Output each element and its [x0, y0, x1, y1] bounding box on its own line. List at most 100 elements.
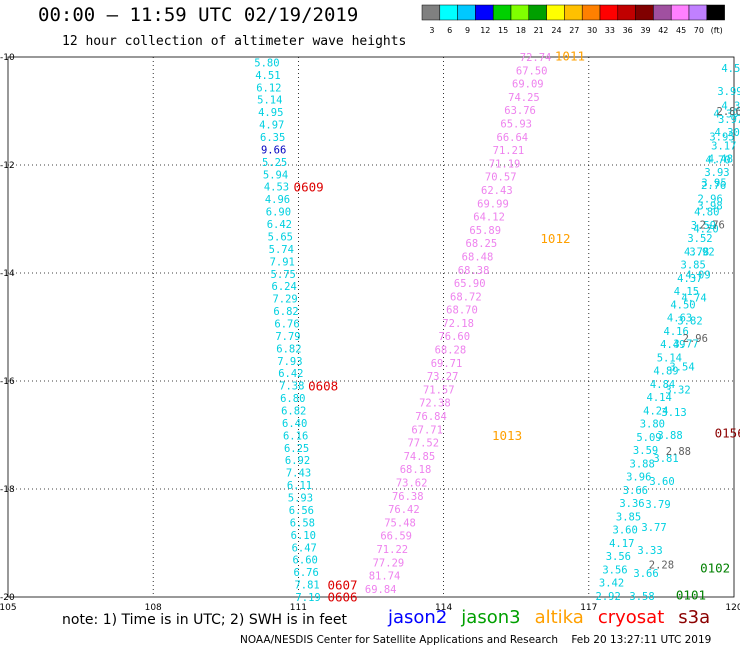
- wave-height-value: 3.99: [717, 86, 740, 98]
- wave-height-value: 3.54: [669, 361, 694, 373]
- color-scale-label: 21: [534, 26, 544, 35]
- wave-height-value: 4.33: [721, 101, 740, 113]
- wave-height-value: 65.93: [500, 118, 532, 130]
- wave-height-value: 6.76: [274, 318, 299, 330]
- wave-height-value: 68.70: [446, 305, 478, 317]
- wave-height-value: 4.16: [664, 326, 689, 338]
- wave-height-value: 68.25: [466, 238, 498, 250]
- wave-height-value: 3.88: [657, 430, 682, 442]
- longitude-tick-label: 114: [435, 603, 452, 610]
- latitude-tick-label: -14: [0, 269, 15, 279]
- wave-height-value: 72.74: [520, 52, 552, 64]
- wave-height-value: 4.95: [258, 107, 283, 119]
- wave-height-value: 3.80: [640, 419, 665, 431]
- wave-height-value: 65.89: [469, 225, 501, 237]
- wave-height-value: 3.59: [691, 220, 716, 232]
- wave-height-value: 2.76: [701, 180, 726, 192]
- wave-height-value: 6.56: [289, 505, 314, 517]
- wave-height-value: 6.80: [280, 393, 305, 405]
- pass-label: 1011: [555, 48, 585, 63]
- wave-height-value: 4.30: [715, 127, 740, 139]
- color-scale-label: 15: [498, 26, 508, 35]
- wave-height-value: 7.38: [279, 381, 304, 393]
- wave-height-value: 63.76: [504, 105, 536, 117]
- color-scale-label: (ft): [711, 26, 723, 35]
- wave-height-value: 67.50: [516, 65, 548, 77]
- wave-height-value: 5.25: [262, 157, 287, 169]
- wave-height-value: 3.95: [701, 178, 726, 190]
- wave-height-value: 5.14: [257, 95, 282, 107]
- wave-height-value: 4.39: [713, 109, 738, 121]
- satellite-legend: jason2 jason3 altika cryosat s3a: [388, 607, 724, 628]
- wave-height-value: 75.48: [384, 517, 416, 529]
- wave-height-value: 6.90: [266, 207, 291, 219]
- wave-height-value: 2.92: [596, 591, 621, 603]
- wave-height-value: 3.52: [687, 233, 712, 245]
- color-scale-label: 45: [676, 26, 686, 35]
- wave-height-value: 3.66: [623, 485, 648, 497]
- wave-height-value: 6.24: [272, 281, 297, 293]
- wave-height-value: 5.75: [271, 269, 296, 281]
- map-frame: [7, 56, 735, 598]
- wave-height-value: 70.57: [485, 172, 517, 184]
- wave-height-value: 4.63: [667, 313, 692, 325]
- wave-height-value: 3.85: [681, 260, 706, 272]
- wave-height-value: 73.27: [427, 371, 459, 383]
- wave-height-value: 7.29: [272, 294, 297, 306]
- wave-height-value: 69.71: [431, 358, 463, 370]
- wave-height-value: 3.36: [619, 498, 644, 510]
- wave-height-value: 6.12: [256, 82, 281, 94]
- pass-label: 1013: [492, 428, 522, 443]
- wave-height-value: 5.14: [657, 352, 682, 364]
- map-subtitle: 12 hour collection of altimeter wave hei…: [62, 34, 407, 49]
- wave-height-value: 4.53: [264, 182, 289, 194]
- wave-height-value: 4.20: [693, 224, 718, 236]
- wave-height-value: 6.76: [294, 567, 319, 579]
- wave-height-value: 3.60: [649, 476, 674, 488]
- wave-height-value: 3.88: [630, 458, 655, 470]
- wave-height-value: 67.71: [411, 424, 443, 436]
- latitude-tick-label: -12: [0, 161, 15, 171]
- wave-height-value: 6.40: [282, 418, 307, 430]
- wave-height-value: 3.32: [665, 384, 690, 396]
- wave-height-value: 7.79: [275, 331, 300, 343]
- wave-height-value: 6.82: [276, 343, 301, 355]
- wave-height-value: 74.25: [508, 92, 540, 104]
- wave-height-value: 76.84: [415, 411, 447, 423]
- wave-height-value: 2.96: [698, 193, 723, 205]
- wave-height-value: 64.12: [473, 212, 505, 224]
- wave-height-value: 65.90: [454, 278, 486, 290]
- wave-height-value: 77.29: [373, 557, 405, 569]
- wave-height-value: 71.57: [423, 384, 455, 396]
- wave-height-value: 3.13: [661, 407, 686, 419]
- color-scale-label: 33: [605, 26, 615, 35]
- color-swatch: [706, 4, 725, 21]
- wave-height-value: 4.84: [650, 379, 675, 391]
- wave-height-value: 72.38: [419, 398, 451, 410]
- latitude-tick-label: -20: [0, 593, 15, 603]
- wave-height-value: 4.37: [677, 273, 702, 285]
- wave-height-value: 4.24: [643, 405, 668, 417]
- wave-height-value: 2.28: [649, 560, 674, 572]
- wave-height-value: 4.89: [653, 366, 678, 378]
- legend-entry: altika: [534, 607, 584, 628]
- legend-entry: jason2: [388, 607, 448, 628]
- wave-height-value: 68.28: [435, 345, 467, 357]
- wave-height-value: 76.38: [392, 491, 424, 503]
- wave-height-value: 4.80: [694, 207, 719, 219]
- color-scale-label: 30: [587, 26, 597, 35]
- footer-credit: NOAA/NESDIS Center for Satellite Applica…: [240, 634, 712, 646]
- wave-height-value: 3.92: [689, 246, 714, 258]
- map-title: 00:00 – 11:59 UTC 02/19/2019: [38, 4, 359, 26]
- wave-height-value: 81.74: [369, 571, 401, 583]
- latitude-tick-label: -18: [0, 485, 15, 495]
- color-scale-label: 6: [447, 26, 452, 35]
- wave-height-value: 2.76: [700, 219, 725, 231]
- longitude-tick-label: 108: [145, 603, 162, 610]
- wave-height-value: 6.35: [260, 132, 285, 144]
- wave-height-value: 7.91: [270, 256, 295, 268]
- altimeter-map: 105 108 111 114 117 120 -10 -12 -14 -16 -18 -20 5.80…: [0, 48, 740, 610]
- wave-height-value: 7.43: [286, 468, 311, 480]
- wave-height-value: 2.88: [666, 446, 691, 458]
- wave-height-value: 4.51: [255, 70, 280, 82]
